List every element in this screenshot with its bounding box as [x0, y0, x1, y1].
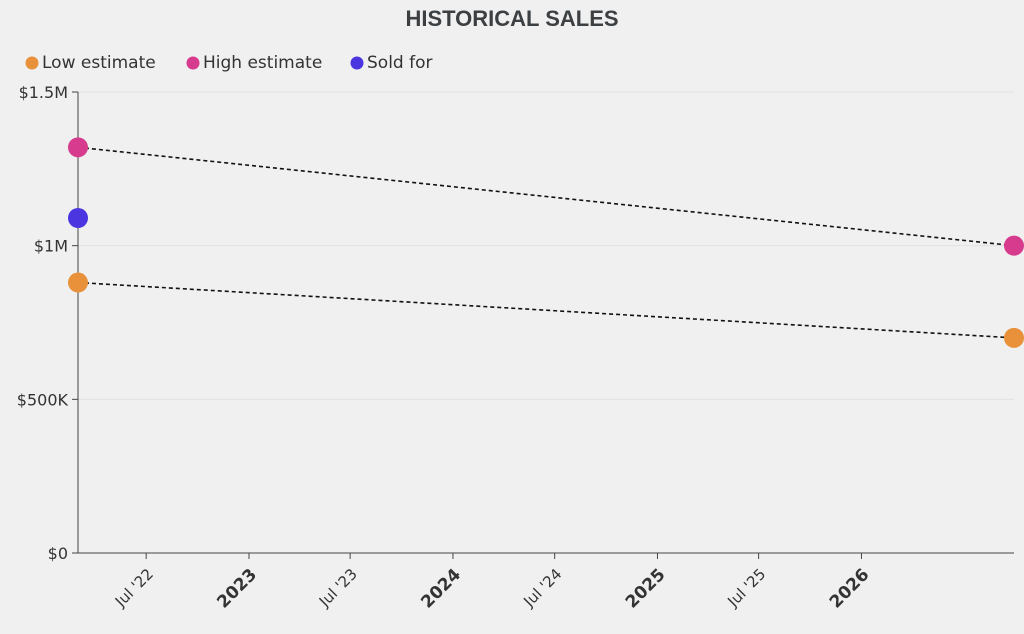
y-axis-ticks: $0 $500K $1M $1.5M	[17, 83, 78, 563]
gridlines	[78, 91, 1014, 400]
legend-label-low-estimate: Low estimate	[42, 53, 156, 73]
y-tick-label: $1.5M	[19, 83, 68, 102]
chart-title: HISTORICAL SALES	[405, 6, 618, 31]
y-tick-label: $0	[48, 544, 68, 563]
trend-lines	[77, 146, 1015, 339]
x-axis-ticks: Jul '22 2023 Jul '23 2024 Jul '24 2025 Jul '25…	[111, 553, 874, 613]
x-tick-label: 2023	[213, 565, 261, 613]
data-point-high-estimate[interactable]	[68, 137, 88, 158]
axes	[77, 92, 1014, 554]
x-tick-label: 2024	[417, 565, 465, 613]
x-tick-label: Jul '23	[315, 565, 361, 611]
legend-marker-sold-for	[350, 56, 364, 70]
legend-label-high-estimate: High estimate	[203, 53, 322, 73]
legend-marker-low-estimate	[25, 56, 39, 70]
data-points	[68, 137, 1024, 348]
data-point-low-estimate[interactable]	[68, 272, 88, 293]
y-tick-label: $1M	[34, 237, 68, 256]
x-tick-label: Jul '24	[519, 565, 565, 611]
trend-line-high-estimate	[77, 146, 1015, 247]
x-tick-label: 2025	[622, 565, 670, 613]
data-point-high-estimate[interactable]	[1004, 235, 1024, 256]
x-tick-label: Jul '22	[111, 565, 157, 611]
trend-line-low-estimate	[77, 281, 1015, 339]
legend-label-sold-for: Sold for	[367, 53, 433, 73]
legend: Low estimate High estimate Sold for	[25, 53, 433, 73]
x-tick-label: Jul '25	[723, 565, 769, 611]
x-tick-label: 2026	[826, 565, 874, 613]
y-tick-label: $500K	[17, 390, 69, 409]
data-point-low-estimate[interactable]	[1004, 327, 1024, 348]
data-point-sold-for[interactable]	[68, 208, 88, 229]
legend-marker-high-estimate	[186, 56, 200, 70]
